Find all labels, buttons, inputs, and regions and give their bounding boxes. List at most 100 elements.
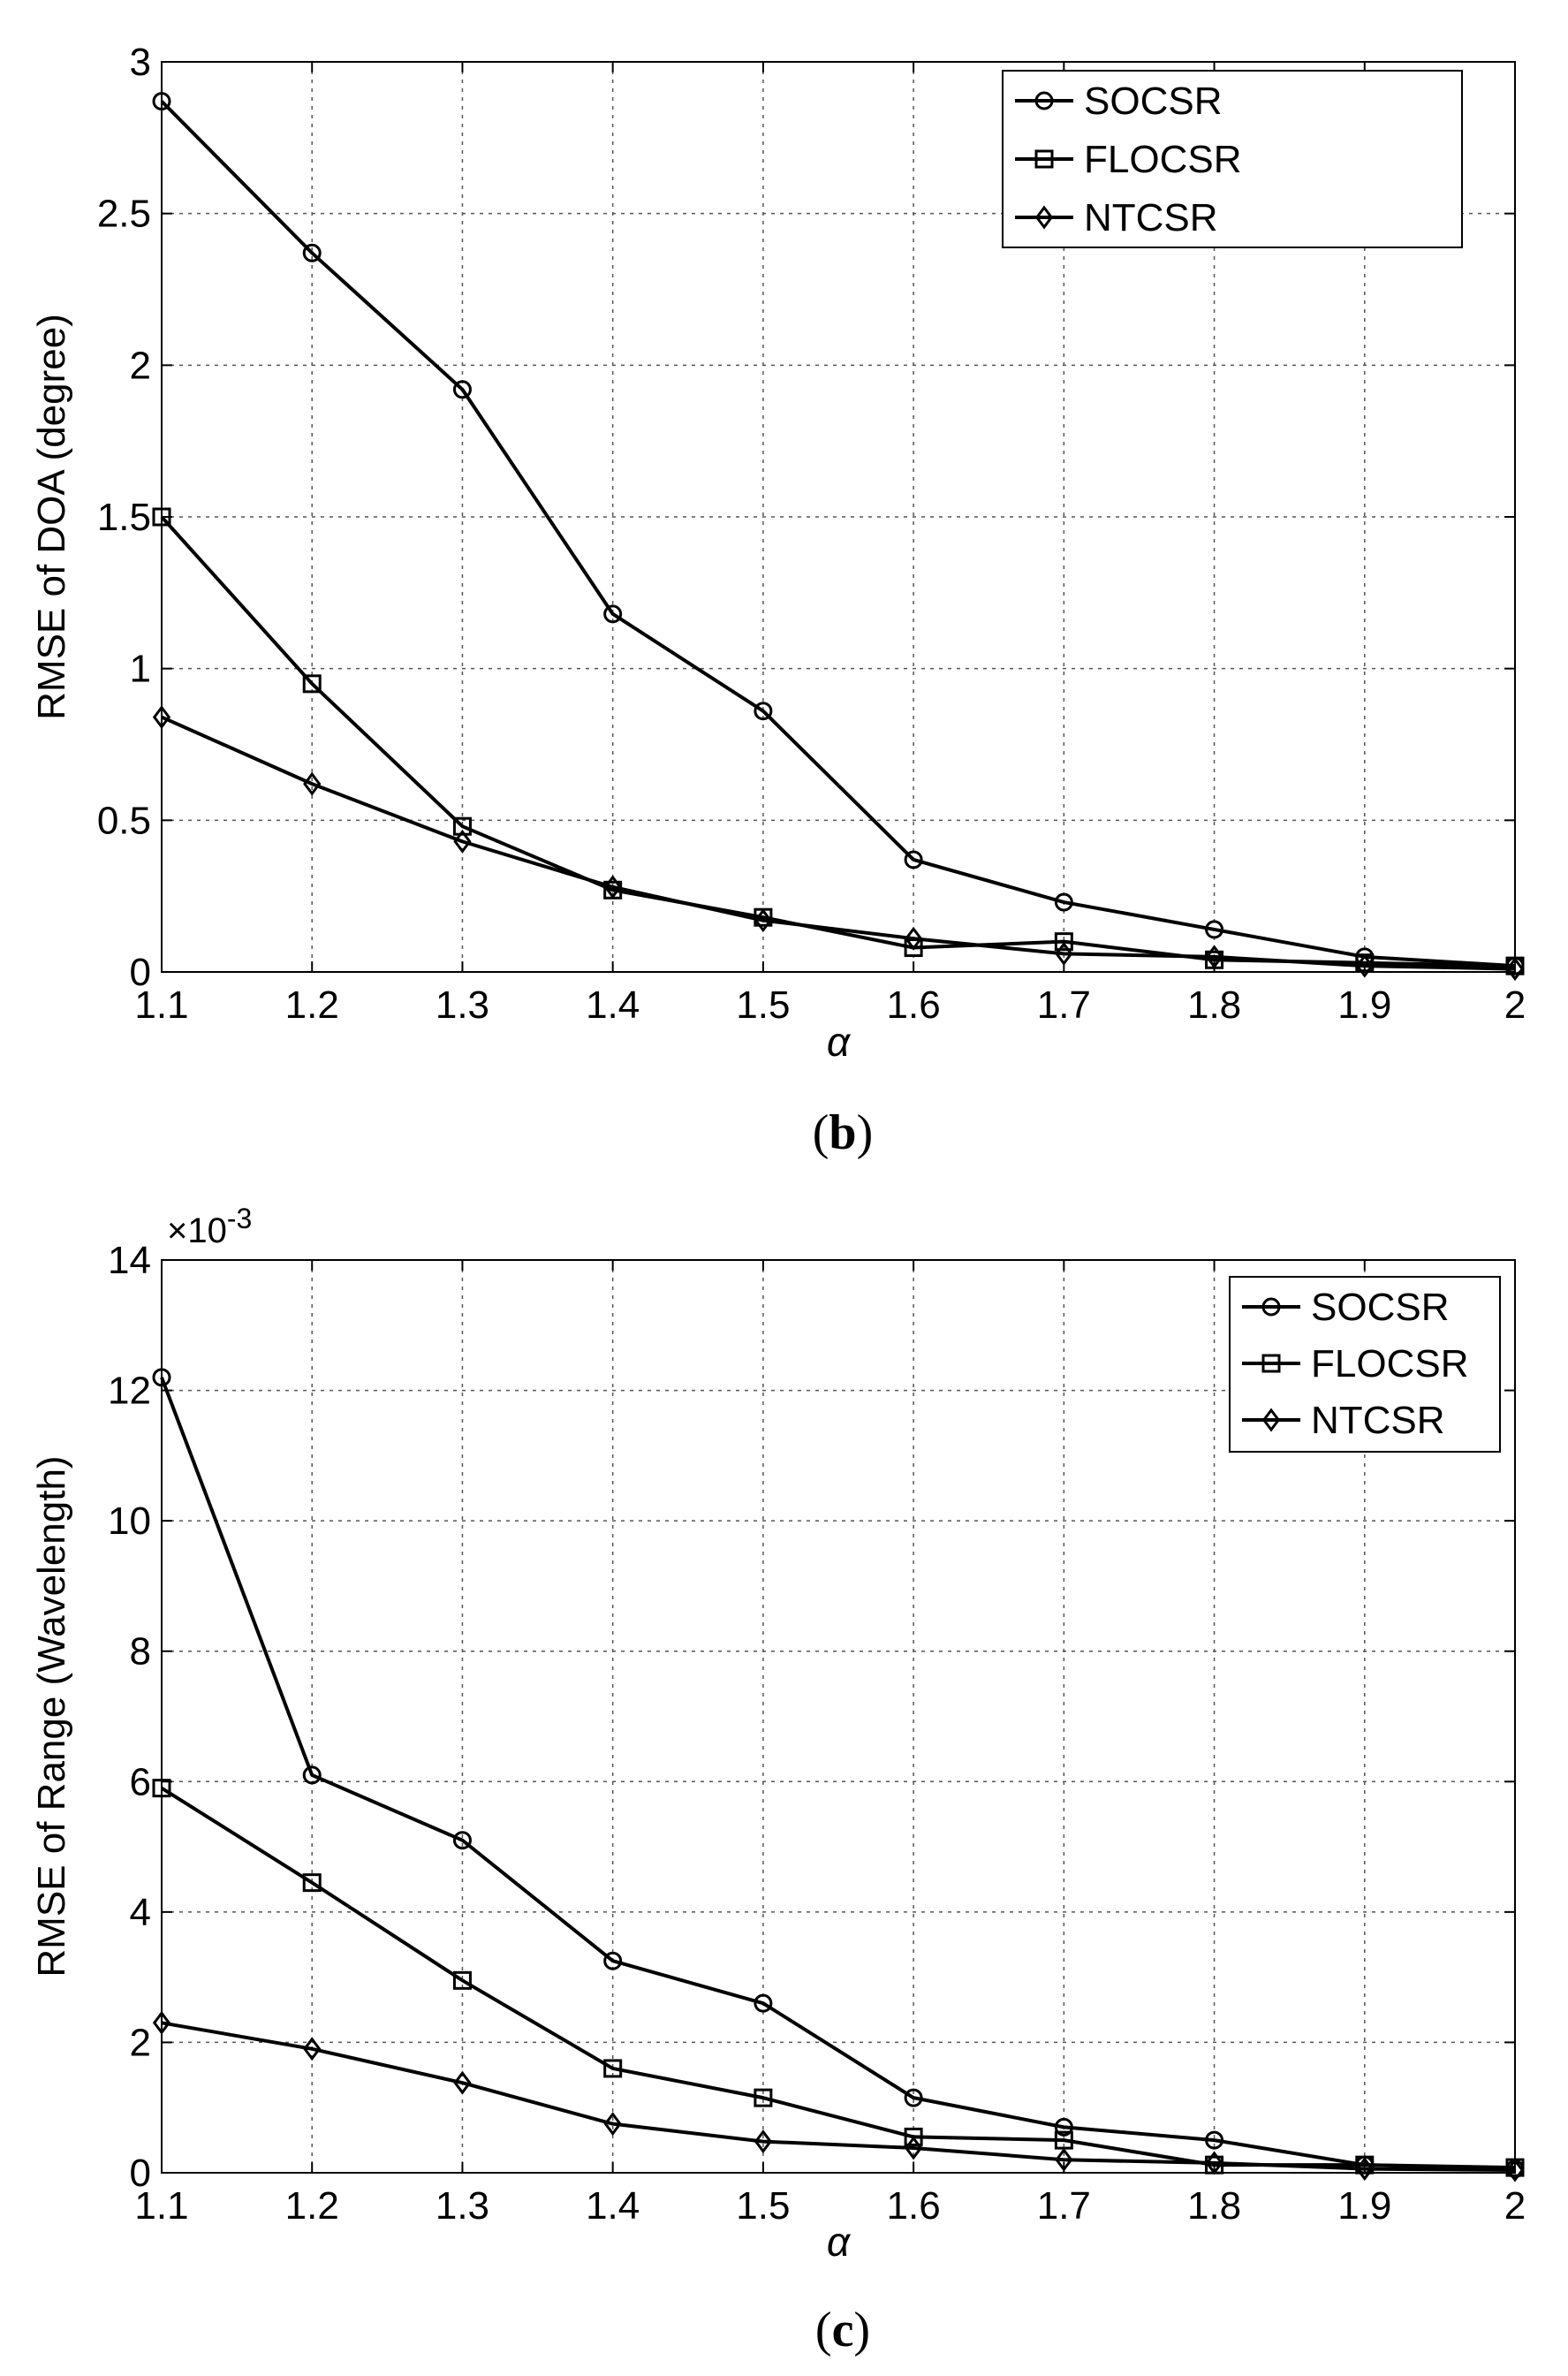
data-point-flocsr — [302, 674, 322, 694]
data-point-socsr — [1054, 892, 1073, 912]
y-tick-label: 0 — [130, 951, 151, 994]
data-point-socsr — [603, 1951, 623, 1970]
figure-caption: (c) — [815, 2303, 870, 2357]
caption-letter: b — [829, 1105, 856, 1160]
x-tick-label: 1.8 — [1187, 983, 1241, 1027]
figure-caption: (b) — [813, 1105, 873, 1160]
data-point-ntcsr — [1355, 953, 1374, 978]
caption-close-paren: ) — [857, 1105, 874, 1160]
data-point-ntcsr — [453, 2070, 472, 2095]
x-tick-label: 1.1 — [134, 983, 188, 1027]
caption-letter: c — [832, 2303, 854, 2357]
legend-label-socsr: SOCSR — [1311, 1286, 1449, 1329]
y-tick-label: 14 — [108, 1239, 151, 1282]
legend-marker-socsr — [1261, 1297, 1281, 1317]
axes-box — [161, 1259, 1516, 2174]
y-axis-label: RMSE of DOA (degree) — [30, 314, 73, 720]
data-point-flocsr — [452, 816, 472, 836]
data-point-ntcsr — [303, 771, 322, 796]
series-socsr — [152, 92, 1525, 975]
data-point-socsr — [1205, 920, 1224, 939]
data-point-ntcsr — [152, 2010, 171, 2035]
x-tick-label: 1.4 — [586, 983, 640, 1027]
data-point-ntcsr — [603, 2112, 622, 2137]
legend-marker-flocsr — [1261, 1354, 1281, 1373]
x-tick-label: 1.8 — [1187, 2184, 1241, 2228]
data-point-socsr — [603, 604, 623, 624]
data-point-socsr — [152, 1368, 171, 1387]
legend-label-flocsr: FLOCSR — [1311, 1342, 1468, 1385]
data-point-socsr — [452, 380, 472, 399]
y-tick-label: 12 — [108, 1370, 151, 1413]
legend-label-ntcsr: NTCSR — [1311, 1399, 1445, 1442]
data-point-ntcsr — [1205, 945, 1223, 969]
ticks: 1.1 1.2 1.3 1.4 1.5 1.6 1.7 1.8 1.9 2 0 2 4 6 8 10 12 14 — [108, 1239, 1526, 2228]
x-tick-label: 1.5 — [736, 2184, 790, 2228]
legend-label-flocsr: FLOCSR — [1084, 138, 1241, 181]
series-line-socsr — [160, 100, 1516, 968]
legend-label-socsr: SOCSR — [1084, 80, 1222, 123]
chart-doa-rmse: 1.1 1.2 1.3 1.4 1.5 1.6 1.7 1.8 1.9 2 0 0.5 1 1.5 2 2.5… — [30, 41, 1526, 1160]
data-point-ntcsr — [453, 829, 472, 854]
y-tick-label: 2.5 — [97, 193, 151, 236]
legend-marker-socsr — [1034, 91, 1054, 110]
x-tick-label: 1.6 — [887, 983, 941, 1027]
x-tick-label: 1.2 — [285, 983, 339, 1027]
legend-label-ntcsr: NTCSR — [1084, 196, 1218, 239]
data-point-ntcsr — [904, 926, 923, 951]
data-point-socsr — [904, 850, 923, 869]
x-tick-label: 2 — [1504, 2184, 1526, 2228]
x-tick-label: 1.6 — [887, 2184, 941, 2228]
legend: SOCSR FLOCSR NTCSR — [1229, 1276, 1501, 1453]
data-point-flocsr — [754, 2088, 773, 2107]
data-point-flocsr — [904, 2127, 923, 2146]
y-tick-label: 3 — [130, 41, 151, 84]
x-tick-label: 1.3 — [436, 2184, 489, 2228]
data-point-socsr — [754, 1993, 773, 2013]
ticks: 1.1 1.2 1.3 1.4 1.5 1.6 1.7 1.8 1.9 2 0 0.5 1 1.5 2 2.5… — [97, 41, 1526, 1027]
data-point-flocsr — [152, 507, 171, 527]
y-tick-label: 6 — [130, 1760, 151, 1803]
data-point-socsr — [1205, 2130, 1224, 2150]
x-tick-label: 1.2 — [285, 2184, 339, 2228]
y-tick-label: 0 — [130, 2152, 151, 2195]
data-point-socsr — [904, 2088, 923, 2107]
y-tick-label: 2 — [130, 344, 151, 387]
x-tick-label: 1.9 — [1337, 983, 1391, 1027]
chart-range-rmse: 1.1 1.2 1.3 1.4 1.5 1.6 1.7 1.8 1.9 2 0 2 4 6 8 10 12 14 ×… — [30, 1203, 1526, 2357]
x-tick-label: 1.5 — [736, 983, 790, 1027]
data-point-socsr — [302, 1765, 322, 1785]
data-point-ntcsr — [303, 2037, 322, 2061]
caption-open-paren: ( — [813, 1105, 829, 1160]
data-point-socsr — [754, 702, 773, 721]
x-tick-label: 1.7 — [1037, 983, 1091, 1027]
series-ntcsr — [152, 2010, 1525, 2182]
x-tick-label: 1.4 — [586, 2184, 640, 2228]
x-tick-label: 1.3 — [436, 983, 489, 1027]
series-line-socsr — [160, 1377, 1516, 2171]
x-tick-label: 1.7 — [1037, 2184, 1091, 2228]
legend-box — [1002, 70, 1463, 248]
caption-open-paren: ( — [815, 2303, 832, 2357]
legend-marker-ntcsr — [1034, 205, 1054, 230]
x-tick-label: 1.9 — [1337, 2184, 1391, 2228]
data-point-flocsr — [603, 2059, 623, 2078]
y-tick-label: 1 — [130, 648, 151, 691]
y-tick-label: 8 — [130, 1630, 151, 1674]
data-point-ntcsr — [1055, 941, 1073, 966]
data-point-ntcsr — [754, 908, 773, 933]
data-point-ntcsr — [152, 705, 171, 730]
data-point-ntcsr — [1505, 957, 1525, 982]
data-point-flocsr — [452, 1970, 472, 1990]
data-point-socsr — [152, 92, 171, 111]
legend-marker-ntcsr — [1261, 1408, 1281, 1432]
y-tick-label: 0.5 — [97, 799, 151, 842]
x-tick-label: 1.1 — [134, 2184, 188, 2228]
data-point-ntcsr — [1505, 2158, 1525, 2182]
series-socsr — [152, 1368, 1525, 2179]
x-tick-label: 2 — [1504, 983, 1526, 1027]
y-axis-label: RMSE of Range (Wavelength) — [30, 1455, 73, 1977]
series-line-ntcsr — [161, 715, 1516, 971]
legend-marker-flocsr — [1034, 149, 1054, 169]
y-tick-label: 2 — [130, 2021, 151, 2064]
